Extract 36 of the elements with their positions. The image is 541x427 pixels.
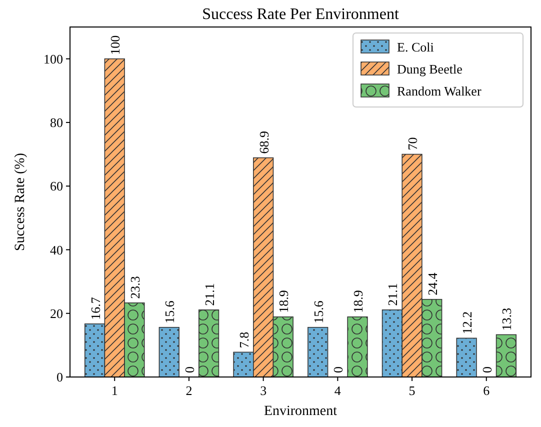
data-label: 0 xyxy=(479,366,494,373)
data-label: 18.9 xyxy=(350,290,366,313)
y-tick-label: 20 xyxy=(50,306,63,321)
data-label: 12.2 xyxy=(460,311,475,334)
data-label: 21.1 xyxy=(202,283,217,306)
data-label: 68.9 xyxy=(256,131,272,154)
data-label: 70 xyxy=(405,137,420,150)
y-tick-label: 60 xyxy=(50,178,63,194)
x-tick-label: 3 xyxy=(260,383,267,398)
chart-title: Success Rate Per Environment xyxy=(202,6,400,23)
x-tick-label: 1 xyxy=(111,383,118,398)
x-tick-label: 4 xyxy=(334,383,342,398)
legend-label: Dung Beetle xyxy=(397,62,463,77)
data-label: 100 xyxy=(108,35,123,55)
data-label: 16.7 xyxy=(88,296,103,320)
data-label: 21.1 xyxy=(385,283,400,306)
x-tick-label: 2 xyxy=(186,383,192,398)
x-tick-label: 5 xyxy=(408,383,416,398)
data-label: 15.6 xyxy=(310,300,326,324)
x-axis-title: Environment xyxy=(264,404,338,419)
data-label: 7.8 xyxy=(236,332,252,348)
legend-label: Random Walker xyxy=(397,84,482,99)
data-label: 24.4 xyxy=(424,272,440,296)
data-label: 23.3 xyxy=(127,276,142,299)
data-label: 18.9 xyxy=(276,290,292,313)
data-label: 15.6 xyxy=(162,300,178,324)
y-tick-label: 80 xyxy=(50,115,63,130)
y-axis-title: Success Rate (%) xyxy=(13,152,28,251)
x-tick-label: 6 xyxy=(483,383,490,398)
y-tick-label: 0 xyxy=(56,370,63,385)
data-label: 0 xyxy=(182,366,197,373)
y-tick-label: 100 xyxy=(44,51,63,66)
legend-label: E. Coli xyxy=(397,40,434,55)
data-label: 13.3 xyxy=(499,308,514,331)
data-label: 0 xyxy=(330,366,346,373)
y-tick-label: 40 xyxy=(50,242,63,258)
